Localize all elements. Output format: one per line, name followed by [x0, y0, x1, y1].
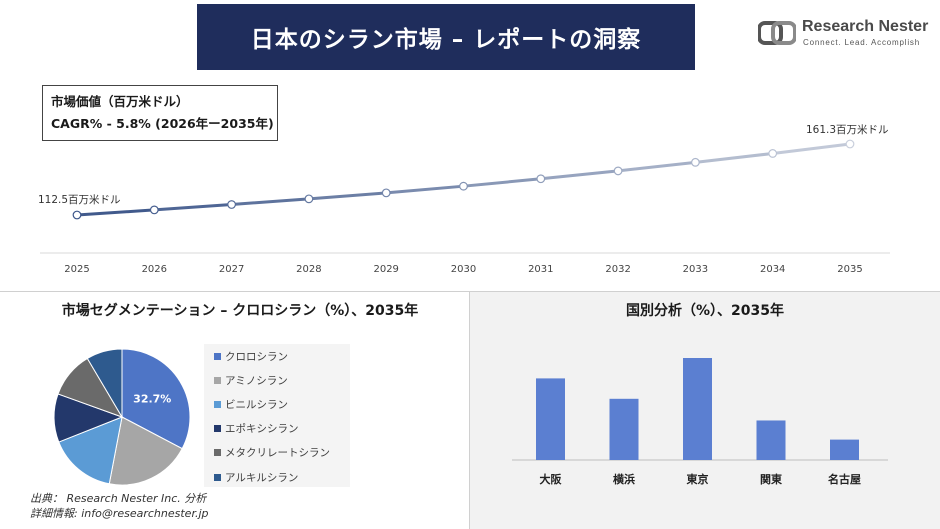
legend-swatch	[214, 352, 221, 360]
segment-pie-chart: 32.7%	[53, 348, 191, 486]
line-point	[381, 188, 391, 198]
pie-slice	[108, 416, 183, 486]
market-value-line-chart: 2025 2026 2027 2028 2029 2030 2031 2032 2033 2034…	[38, 123, 890, 275]
legend-swatch	[214, 400, 221, 408]
legend-item: アミノシラン	[214, 372, 288, 388]
legend-item: エポキシシラン	[214, 421, 299, 437]
bar-category-label: 東京	[687, 472, 709, 486]
line-segment	[152, 203, 234, 212]
bar-category-label: 関東	[760, 472, 783, 486]
x-tick-label: 2025	[64, 264, 89, 275]
bar	[536, 378, 565, 460]
end-value-label: 161.3百万米ドル	[806, 123, 889, 136]
line-segment	[539, 169, 620, 181]
line-point	[536, 174, 546, 184]
line-point	[149, 205, 159, 215]
line-point	[227, 200, 237, 209]
bar-category-label: 名古屋	[828, 472, 861, 486]
line-point	[72, 210, 82, 220]
bar	[756, 420, 786, 460]
line-point	[613, 166, 623, 176]
line-segment	[693, 151, 775, 164]
legend-swatch	[214, 376, 221, 384]
logo-name: Research Nester	[802, 18, 929, 35]
page-title: 日本のシラン市場 – レポートの洞察	[250, 27, 642, 53]
legend-label: メタクリレートシラン	[225, 447, 330, 460]
line-segment	[462, 177, 543, 188]
market-value-label: 市場価値（百万米ドル）	[51, 94, 189, 109]
legend-swatch	[214, 449, 221, 457]
line-point	[691, 157, 700, 167]
legend-item: メタクリレートシラン	[214, 445, 330, 461]
vertical-divider	[469, 291, 470, 529]
x-tick-label: 2027	[219, 264, 244, 275]
line-segment	[75, 208, 156, 217]
contact-line: 詳細情報: info@researchnester.jp	[30, 507, 209, 520]
horizontal-divider	[0, 291, 940, 292]
line-segment	[230, 197, 311, 207]
legend-swatch	[214, 473, 221, 481]
legend-item: クロロシラン	[214, 348, 288, 364]
logo-mark-icon	[758, 21, 796, 45]
line-point	[768, 149, 778, 158]
cagr-label: CAGR% - 5.8% (2026年ー2035年)	[51, 116, 274, 131]
market-info-box: 市場価値（百万米ドル） CAGR% - 5.8% (2026年ー2035年)	[42, 85, 278, 141]
x-tick-label: 2030	[451, 264, 476, 275]
line-segment	[307, 191, 388, 201]
line-segment	[384, 184, 465, 195]
start-value-label: 112.5百万米ドル	[38, 193, 121, 206]
legend-label: クロロシラン	[225, 350, 288, 363]
bar-category-label: 大阪	[540, 472, 563, 486]
x-tick-label: 2035	[837, 264, 862, 275]
legend-label: アミノシラン	[225, 374, 288, 387]
research-nester-logo: Research Nester Connect. Lead. Accomplis…	[758, 18, 928, 50]
source-line: 出典： Research Nester Inc. 分析	[30, 492, 207, 505]
x-tick-label: 2028	[296, 264, 321, 275]
legend-label: エポキシシラン	[225, 423, 299, 436]
line-point	[459, 181, 468, 191]
bar	[609, 398, 639, 460]
x-tick-label: 2034	[760, 264, 785, 275]
line-point	[304, 194, 314, 204]
legend-label: アルキルシラン	[225, 471, 299, 484]
bar-category-label: 横浜	[613, 472, 635, 486]
legend-item: アルキルシラン	[214, 469, 298, 485]
legend-swatch	[214, 425, 221, 433]
legend-item: ビニルシラン	[214, 396, 288, 412]
pie-slice	[86, 348, 123, 419]
x-tick-label: 2031	[528, 264, 553, 275]
segment-chart-title: 市場セグメンテーション – クロロシラン（%）、2035年	[61, 303, 419, 319]
bar	[830, 439, 859, 460]
x-tick-label: 2033	[683, 264, 708, 275]
line-segment	[616, 160, 697, 173]
pie-legend: クロロシラン アミノシラン ビニルシラン エポキシシランメタクリレートシラン アルキルシ…	[204, 344, 350, 487]
x-tick-label: 2026	[142, 264, 167, 275]
pie-slice	[121, 348, 191, 450]
pie-slice	[58, 416, 123, 485]
x-tick-label: 2032	[605, 264, 630, 275]
x-tick-label: 2029	[373, 264, 398, 275]
legend-label: ビニルシラン	[225, 398, 288, 411]
bar	[683, 358, 712, 460]
region-chart-title: 国別分析（%）、2035年	[626, 303, 784, 319]
region-bar-chart: 大阪 横浜 東京 関東 名古屋	[512, 358, 888, 486]
line-point	[845, 139, 855, 149]
line-segment	[771, 142, 852, 155]
source-note: 出典： Research Nester Inc. 分析 詳細情報: info@r…	[30, 491, 209, 521]
title-banner: 日本のシラン市場 – レポートの洞察	[197, 4, 695, 70]
pie-slice-label: 32.7%	[133, 393, 171, 406]
logo-tagline: Connect. Lead. Accomplish	[803, 38, 920, 47]
